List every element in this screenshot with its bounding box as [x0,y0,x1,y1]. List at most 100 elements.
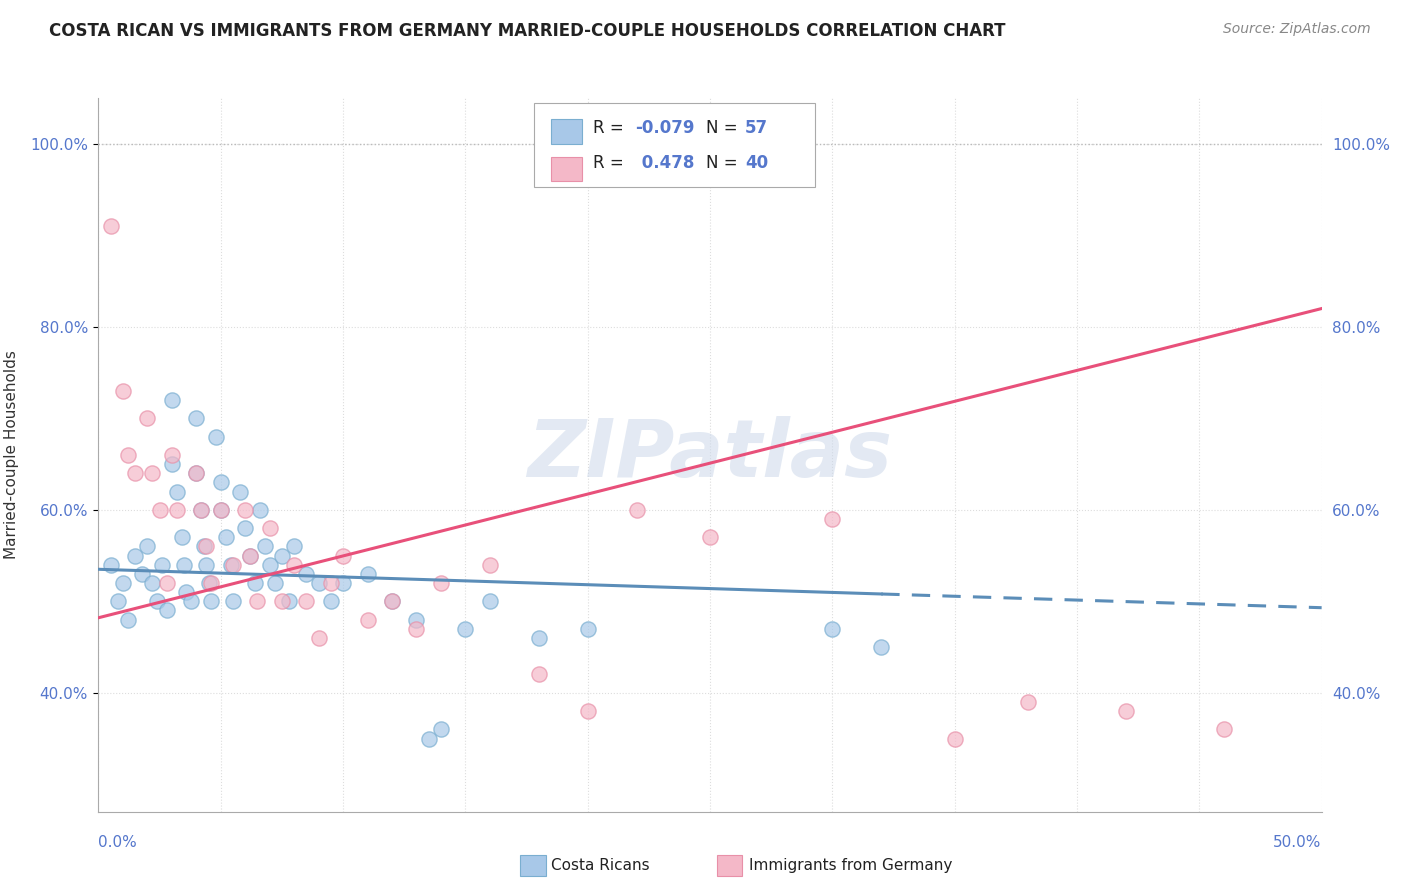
Point [170,530,193,544]
Point [131,566,153,581]
Point [527,631,550,645]
Point [111,384,134,398]
Point [418,731,440,746]
Text: 40: 40 [745,154,768,172]
Point [263,576,285,591]
Y-axis label: Married-couple Households: Married-couple Households [4,351,18,559]
Point [243,576,266,591]
Point [259,521,281,535]
Point [195,540,218,554]
Point [233,503,256,517]
Point [308,631,330,645]
Point [381,594,404,608]
Point [430,576,453,591]
Point [943,731,966,746]
Point [107,594,129,608]
Point [136,540,159,554]
Point [209,503,232,517]
Point [295,566,318,581]
Point [699,530,721,544]
Point [160,457,183,471]
Text: 50.0%: 50.0% [1274,836,1322,850]
Point [209,475,232,490]
Point [626,503,648,517]
Point [308,576,330,591]
Point [222,594,245,608]
Text: Costa Ricans: Costa Ricans [551,858,650,872]
Point [100,219,122,234]
Point [239,549,262,563]
Point [219,558,242,572]
Text: R =: R = [593,154,630,172]
Point [166,503,188,517]
Text: R =: R = [593,119,630,136]
Point [1017,695,1039,709]
Point [253,540,276,554]
Text: Immigrants from Germany: Immigrants from Germany [749,858,953,872]
Point [156,576,179,591]
Point [149,503,172,517]
Point [186,411,208,425]
Point [430,723,453,737]
Point [166,484,188,499]
Point [136,411,159,425]
Point [295,594,318,608]
Point [117,448,139,462]
Text: N =: N = [706,154,742,172]
Point [100,558,122,572]
Point [214,530,236,544]
Point [381,594,404,608]
Text: 57: 57 [745,119,768,136]
Point [405,622,427,636]
Point [186,467,208,481]
Point [356,613,378,627]
Point [150,558,173,572]
Point [576,704,599,718]
Point [478,558,501,572]
Point [1115,704,1137,718]
Point [332,549,354,563]
Text: -0.079: -0.079 [636,119,695,136]
Point [270,594,294,608]
Point [141,576,163,591]
Point [160,392,183,407]
Point [124,467,146,481]
Point [197,576,219,591]
Point [141,467,163,481]
Point [111,576,134,591]
Point [478,594,501,608]
Point [160,448,183,462]
Point [233,521,256,535]
Point [156,603,179,617]
Point [209,503,232,517]
Text: Source: ZipAtlas.com: Source: ZipAtlas.com [1223,22,1371,37]
Point [239,549,262,563]
Point [319,594,342,608]
Point [454,622,477,636]
Point [278,594,301,608]
Text: N =: N = [706,119,742,136]
Text: 0.478: 0.478 [636,154,695,172]
Point [332,576,354,591]
Point [200,576,222,591]
Point [319,576,342,591]
Point [283,558,305,572]
Point [176,585,198,599]
Point [870,640,893,654]
Point [117,613,139,627]
Point [190,503,212,517]
Point [259,558,281,572]
Point [249,503,271,517]
Point [270,549,294,563]
Point [821,512,844,526]
Point [405,613,427,627]
Point [173,558,195,572]
Point [229,484,252,499]
Point [186,467,208,481]
Point [180,594,202,608]
Point [821,622,844,636]
Point [576,622,599,636]
Point [222,558,245,572]
Point [200,594,222,608]
Text: COSTA RICAN VS IMMIGRANTS FROM GERMANY MARRIED-COUPLE HOUSEHOLDS CORRELATION CHA: COSTA RICAN VS IMMIGRANTS FROM GERMANY M… [49,22,1005,40]
